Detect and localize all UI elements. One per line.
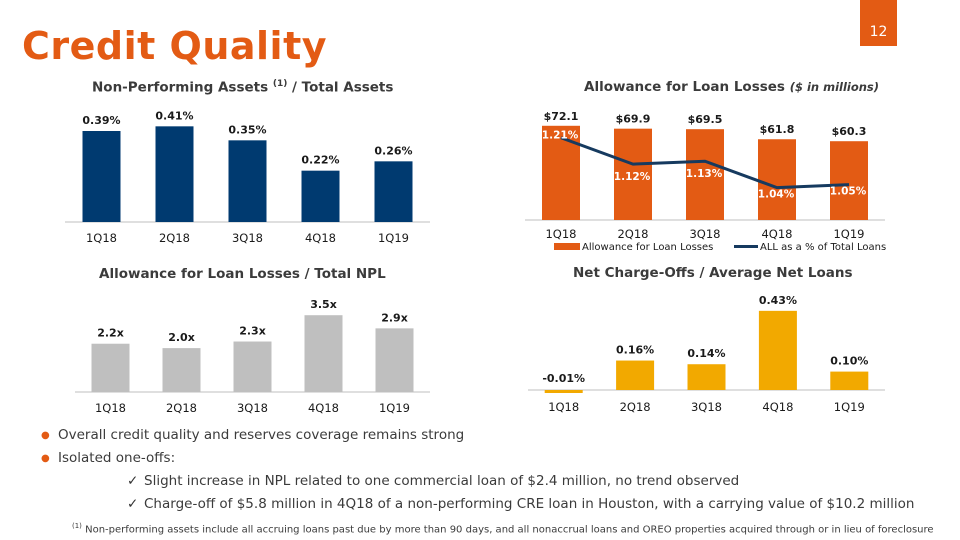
npl-tick-label: 1Q18 <box>95 401 126 415</box>
npl-tick-label: 2Q18 <box>166 401 197 415</box>
nco-data-label: 0.10% <box>830 355 868 368</box>
allowance-tick-label: 1Q18 <box>545 227 576 241</box>
nco-data-label: 0.43% <box>759 294 797 307</box>
npa-tick-label: 1Q18 <box>86 231 117 245</box>
sub-bullet-item: ✓ Slight increase in NPL related to one c… <box>127 470 914 493</box>
nco-tick-label: 1Q19 <box>834 400 865 414</box>
allowance-title-note: ($ in millions) <box>789 80 880 94</box>
nco-data-label: 0.14% <box>687 347 725 360</box>
allowance-bar-label: $69.9 <box>616 113 651 126</box>
checkmark-icon: ✓ <box>127 496 139 512</box>
checkmark-icon: ✓ <box>127 473 139 489</box>
footnote-mark: (1) <box>72 522 82 530</box>
allowance-bar <box>758 139 796 220</box>
legend-label-allowance: Allowance for Loan Losses <box>582 242 713 253</box>
page-number: 12 <box>860 0 897 46</box>
nco-bar <box>830 371 869 390</box>
npl-data-label: 2.2x <box>97 327 124 340</box>
npa-data-label: 0.22% <box>301 154 339 167</box>
npa-title-rest: / Total Assets <box>287 79 394 96</box>
nco-tick-label: 3Q18 <box>691 400 722 414</box>
nco-data-label: 0.16% <box>616 344 654 357</box>
npa-data-label: 0.39% <box>82 114 120 127</box>
legend-swatch-allowance <box>554 243 580 250</box>
npa-title-sup: (1) <box>272 79 288 89</box>
allowance-tick-label: 4Q18 <box>761 227 792 241</box>
npa-tick-label: 3Q18 <box>232 231 263 245</box>
nco-bar <box>687 364 726 390</box>
allowance-bar-label: $61.8 <box>760 123 795 136</box>
bullet-item: ● Overall credit quality and reserves cov… <box>41 424 914 447</box>
npl-bar <box>233 341 272 392</box>
npa-bar <box>228 140 267 222</box>
npl-bar <box>162 348 201 392</box>
npa-bar <box>374 161 413 222</box>
npa-bar <box>301 170 340 222</box>
nco-tick-label: 1Q18 <box>548 400 579 414</box>
npa-tick-label: 2Q18 <box>159 231 190 245</box>
npl-data-label: 2.0x <box>168 331 195 344</box>
slide-title: Credit Quality <box>22 24 328 68</box>
allowance-bar <box>686 129 724 220</box>
npa-chart-title: Non-Performing Assets (1) / Total Assets <box>92 79 393 96</box>
allowance-ratio-line <box>560 136 850 190</box>
nco-bar <box>544 390 583 393</box>
nco-bar <box>616 360 655 390</box>
npl-data-label: 2.9x <box>381 311 408 324</box>
nco-bar <box>758 310 797 390</box>
sub-bullet-text: Slight increase in NPL related to one co… <box>144 473 740 489</box>
npa-data-label: 0.26% <box>374 144 412 157</box>
npa-tick-label: 4Q18 <box>305 231 336 245</box>
npl-tick-label: 3Q18 <box>237 401 268 415</box>
nco-chart-title: Net Charge-Offs / Average Net Loans <box>573 265 853 281</box>
allowance-line-label: 1.21% <box>542 130 579 142</box>
allowance-bar-label: $69.5 <box>688 113 723 126</box>
npa-bar <box>82 131 121 222</box>
bullet-dot-icon: ● <box>41 453 50 464</box>
nco-tick-label: 2Q18 <box>620 400 651 414</box>
allowance-line-label: 1.05% <box>830 186 867 198</box>
allowance-tick-label: 3Q18 <box>689 227 720 241</box>
allowance-line-label: 1.04% <box>758 189 795 201</box>
npa-title-main: Non-Performing Assets <box>92 79 269 96</box>
npl-data-label: 3.5x <box>310 298 337 311</box>
legend-label-ratio: ALL as a % of Total Loans <box>760 242 886 253</box>
allowance-line-label: 1.13% <box>686 168 723 180</box>
nco-data-label: -0.01% <box>542 372 585 385</box>
npl-bar <box>304 315 343 392</box>
npl-tick-label: 4Q18 <box>308 401 339 415</box>
sub-bullet-item: ✓ Charge-off of $5.8 million in 4Q18 of a… <box>127 493 915 516</box>
allowance-line-label: 1.12% <box>614 171 651 183</box>
bullet-text: Overall credit quality and reserves cove… <box>58 427 465 443</box>
allowance-tick-label: 2Q18 <box>617 227 648 241</box>
npa-data-label: 0.41% <box>155 109 193 122</box>
bullet-item: ● Isolated one-offs: <box>41 447 914 470</box>
allowance-tick-label: 1Q19 <box>833 227 864 241</box>
npa-data-label: 0.35% <box>228 123 266 136</box>
allowance-bar <box>830 141 868 220</box>
sub-bullet-text: Charge-off of $5.8 million in 4Q18 of a … <box>144 496 915 512</box>
allowance-chart-title: Allowance for Loan Losses ($ in millions… <box>584 79 879 95</box>
npa-bar <box>155 126 194 222</box>
npa-tick-label: 1Q19 <box>378 231 409 245</box>
bullet-text: Isolated one-offs: <box>58 450 176 466</box>
allowance-bar-label: $72.1 <box>544 110 579 123</box>
npl-bar <box>91 343 130 392</box>
allowance-bar <box>614 128 652 220</box>
npl-data-label: 2.3x <box>239 325 266 338</box>
bullet-list: ● Overall credit quality and reserves cov… <box>41 424 915 516</box>
nco-tick-label: 4Q18 <box>762 400 793 414</box>
allowance-bar-label: $60.3 <box>832 125 867 138</box>
npl-tick-label: 1Q19 <box>379 401 410 415</box>
bullet-dot-icon: ● <box>41 430 50 441</box>
npl-chart-title: Allowance for Loan Losses / Total NPL <box>99 266 386 282</box>
footnote: (1) Non-performing assets include all ac… <box>72 522 934 535</box>
npl-bar <box>375 328 414 392</box>
footnote-text: Non-performing assets include all accrui… <box>81 524 934 536</box>
allowance-title-main: Allowance for Loan Losses <box>584 79 785 95</box>
